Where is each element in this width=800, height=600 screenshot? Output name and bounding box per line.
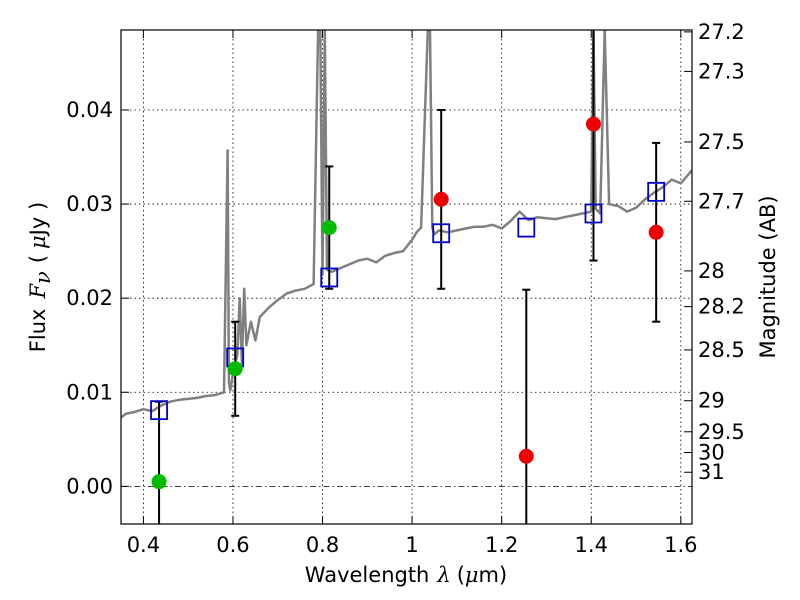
- error-bar: [522, 288, 531, 524]
- model-photometry-square: [320, 267, 339, 288]
- model-photometry-square: [432, 223, 451, 244]
- x-tick-label: 1: [405, 533, 418, 557]
- mag-tick-label: 28.2: [698, 295, 745, 319]
- y-tick-label: 0.00: [66, 474, 113, 498]
- y-tick-label: 0.03: [66, 192, 113, 216]
- model-photometry-layer: [150, 181, 666, 421]
- observed-photometry-point: [321, 220, 337, 236]
- y-axis-title-right: Magnitude (AB): [756, 195, 780, 358]
- errorbar-layer: [155, 30, 661, 524]
- mag-tick-label: 28.5: [698, 338, 745, 362]
- mag-tick-label: 29: [698, 389, 725, 413]
- x-tick-label: 1.2: [485, 533, 518, 557]
- mag-tick-label: 31: [698, 460, 725, 484]
- mag-tick-label: 28: [698, 259, 725, 283]
- model-photometry-square: [647, 181, 666, 202]
- y-axis-title-left: FluxFν(μJy ): [26, 202, 55, 352]
- axis-ticks: [121, 30, 692, 524]
- plot-frame: [120, 29, 693, 525]
- y-tick-label: 0.01: [66, 380, 113, 404]
- model-photometry-square: [584, 203, 603, 224]
- model-spectrum-layer: [121, 30, 692, 419]
- mag-tick-label: 27.7: [698, 189, 745, 213]
- y-tick-label: 0.04: [66, 98, 113, 122]
- observed-photometry-point: [433, 191, 449, 207]
- mag-tick-label: 27.5: [698, 130, 745, 154]
- observed-photometry-point: [585, 116, 601, 132]
- observed-photometry-point: [518, 448, 534, 464]
- mag-tick-label: 29.5: [698, 420, 745, 444]
- x-axis-title: Wavelength λ (μm): [305, 563, 507, 587]
- model-photometry-square: [517, 217, 536, 238]
- x-tick-label: 1.4: [575, 533, 608, 557]
- model-photometry-square: [150, 400, 168, 421]
- x-tick-label: 0.6: [216, 533, 249, 557]
- tick-labels: 0.4 0.6 0.8 1 1.2 1.4 1.6 0.00 0.01 0.02 0.03 0.04 2…: [66, 20, 745, 557]
- observed-photometry-layer: [151, 116, 664, 490]
- y-tick-label: 0.02: [66, 286, 113, 310]
- observed-photometry-point: [151, 474, 167, 490]
- mag-tick-label: 27.2: [698, 20, 745, 44]
- mag-tick-label: 27.3: [698, 59, 745, 83]
- observed-photometry-point: [227, 361, 243, 377]
- x-tick-label: 0.4: [127, 533, 160, 557]
- observed-photometry-point: [648, 224, 664, 240]
- model-spectrum-line: [121, 30, 692, 419]
- mag-tick-label: 30: [698, 440, 725, 464]
- x-tick-label: 1.6: [664, 533, 697, 557]
- x-tick-label: 0.8: [306, 533, 339, 557]
